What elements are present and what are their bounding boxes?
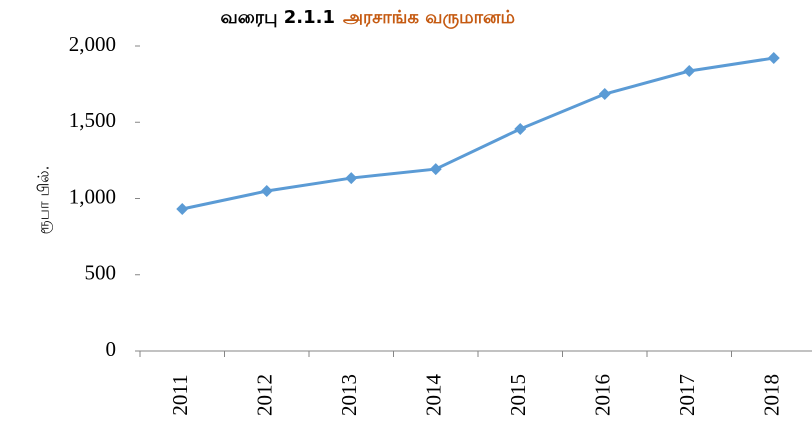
chart-title-label: வரைபு 2.1.1: [221, 7, 335, 28]
x-tick-label: 2011: [168, 374, 192, 415]
y-tick-label: 2,000: [69, 32, 116, 56]
line: [181, 56, 774, 211]
marker: [260, 185, 273, 198]
y-tick-label: 0: [106, 337, 117, 361]
marker: [176, 203, 189, 216]
marker: [514, 122, 527, 135]
x-tick-label: 2017: [675, 374, 699, 416]
chart-title: அரசாங்க வருமானம்: [343, 7, 515, 29]
y-tick-label: 1,000: [69, 184, 116, 208]
y-axis-label: ரூபா பில்.: [35, 166, 53, 235]
x-tick-label: 2018: [760, 374, 784, 416]
marker: [598, 88, 611, 101]
x-tick-label: 2016: [591, 374, 615, 416]
marker: [767, 52, 780, 65]
x-tick-label: 2015: [506, 374, 530, 416]
marker: [345, 172, 358, 185]
marker: [683, 65, 696, 78]
x-tick-label: 2012: [253, 374, 277, 416]
y-tick-label: 500: [85, 261, 117, 285]
marker: [429, 163, 442, 176]
x-tick-label: 2014: [422, 374, 446, 417]
y-tick-label: 1,500: [69, 108, 116, 132]
x-tick-label: 2013: [337, 374, 361, 416]
